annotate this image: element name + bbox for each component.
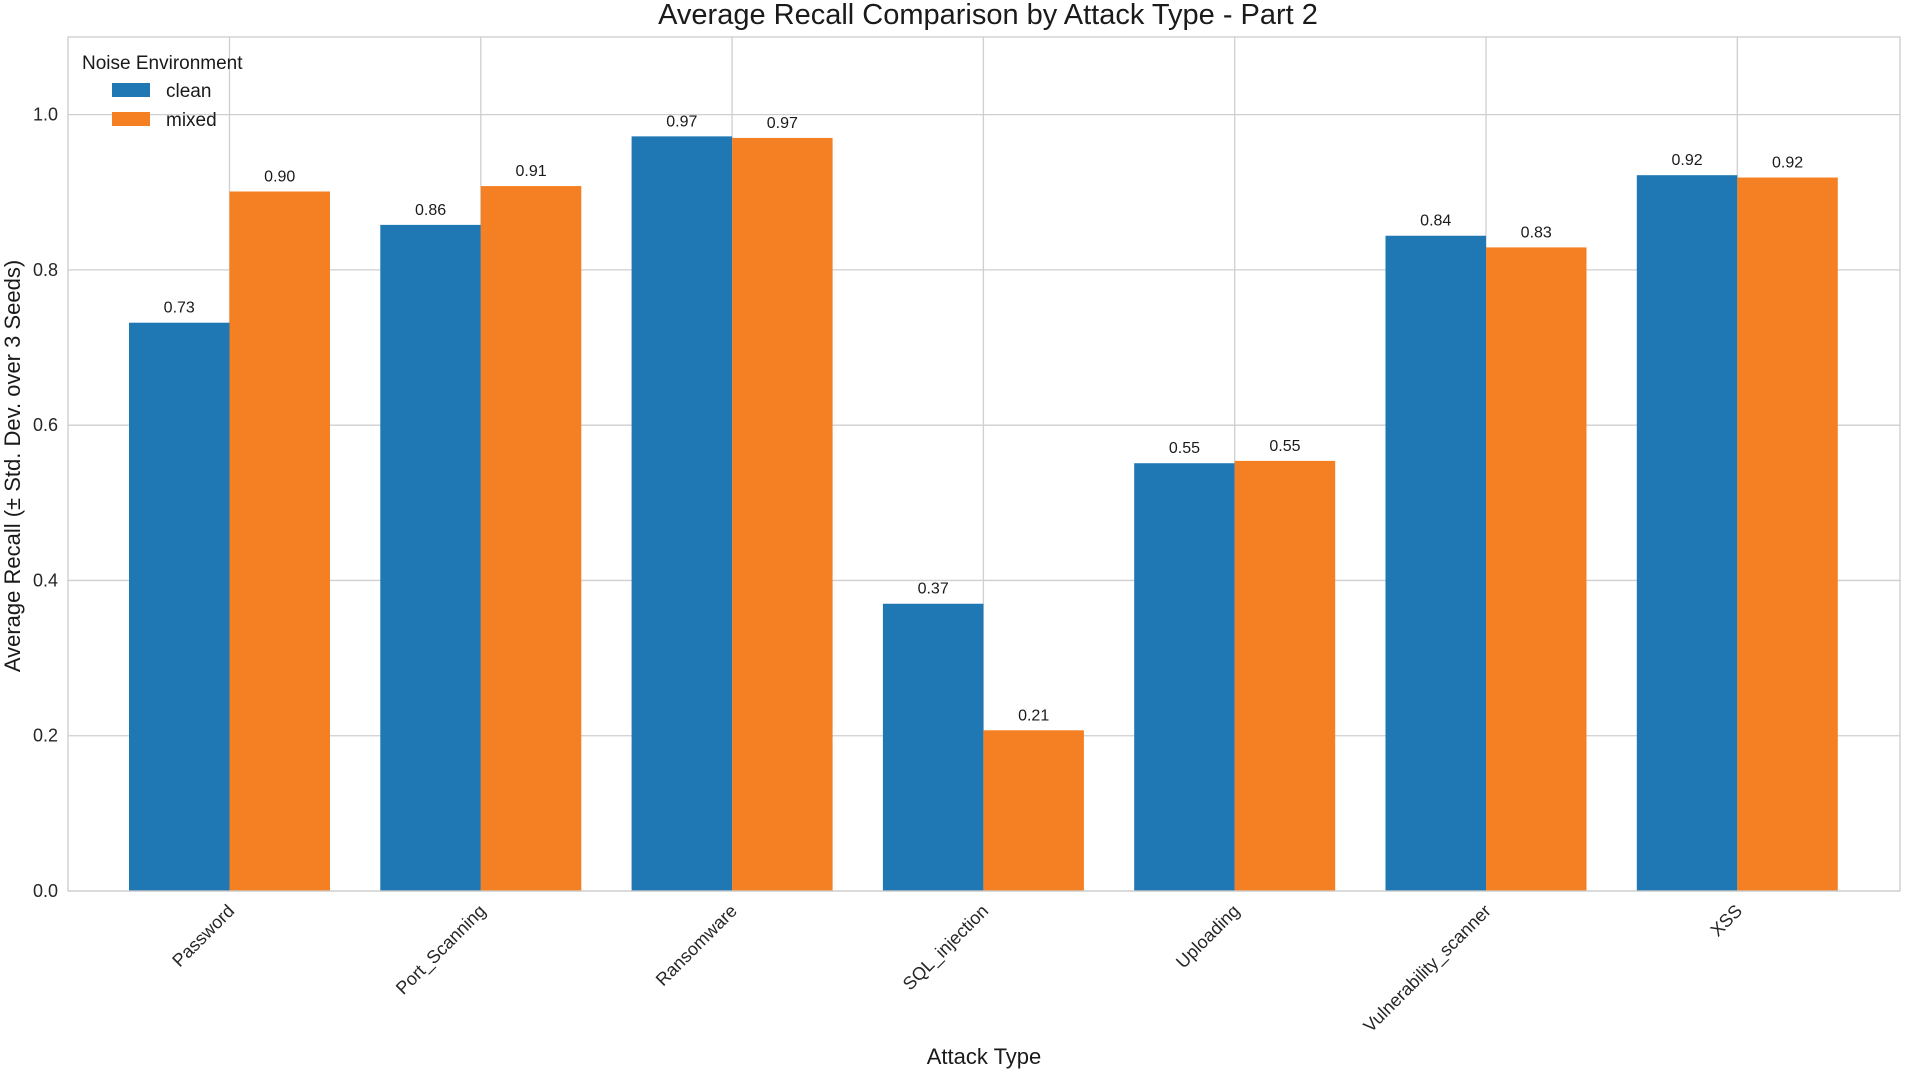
bar-value-label: 0.55	[1269, 438, 1300, 455]
y-tick-label: 0.8	[33, 260, 58, 280]
y-tick-label: 0.0	[33, 881, 58, 901]
bars	[129, 136, 1838, 892]
legend-swatch-clean	[112, 83, 150, 97]
y-tick-label: 1.0	[33, 105, 58, 125]
bar-value-label: 0.84	[1420, 213, 1451, 230]
x-tick-label: SQL_injection	[899, 901, 993, 995]
x-tick-label: XSS	[1707, 901, 1747, 941]
bar-clean-sql_injection	[882, 603, 984, 891]
bar-mixed-vulnerability_scanner	[1486, 247, 1587, 892]
legend-label-mixed: mixed	[166, 110, 217, 131]
x-axis-title: Attack Type	[927, 1044, 1042, 1069]
x-axis-ticks: Password Port_Scanning Ransomware SQL_injec…	[168, 901, 1746, 1037]
legend-swatch-mixed	[112, 112, 150, 126]
plot-frame	[67, 36, 1901, 892]
y-tick-label: 0.6	[33, 415, 58, 435]
bar-clean-port_scanning	[380, 224, 481, 891]
plot-border	[67, 36, 1901, 892]
bar-clean-password	[129, 322, 230, 892]
bar-value-label: 0.83	[1521, 224, 1552, 241]
bar-value-label: 0.86	[415, 202, 446, 219]
bar-value-label: 0.73	[164, 300, 195, 317]
bar-clean-vulnerability_scanner	[1385, 235, 1486, 891]
bar-value-label: 0.97	[666, 113, 697, 130]
legend-title: Noise Environment	[82, 53, 243, 74]
bar-value-label: 0.92	[1671, 152, 1702, 169]
bar-clean-ransomware	[631, 136, 733, 892]
bar-clean-uploading	[1134, 463, 1235, 891]
bar-clean-xss	[1636, 175, 1738, 891]
y-tick-label: 0.4	[33, 570, 58, 590]
x-tick-label: Vulnerability_scanner	[1359, 901, 1495, 1037]
x-tick-label: Uploading	[1172, 901, 1243, 972]
bar-mixed-xss	[1737, 177, 1838, 891]
legend: Noise Environment clean mixed	[82, 53, 243, 131]
bar-mixed-uploading	[1234, 460, 1336, 891]
y-axis-ticks: 0.0 0.2 0.4 0.6 0.8 1.0	[33, 105, 58, 901]
bar-value-label: 0.92	[1772, 155, 1803, 172]
x-tick-label: Port_Scanning	[392, 901, 490, 999]
bar-value-label: 0.97	[767, 115, 798, 132]
bar-value-label: 0.37	[918, 581, 949, 598]
bar-mixed-sql_injection	[983, 730, 1084, 891]
bar-mixed-password	[229, 191, 330, 892]
bar-value-label: 0.90	[264, 168, 295, 185]
bar-value-label: 0.55	[1169, 440, 1200, 457]
bar-mixed-port_scanning	[480, 186, 582, 891]
bar-value-labels: 0.73 0.86 0.97 0.37 0.55 0.84 0.92 0.90 0.91 0.97…	[164, 113, 1804, 724]
y-tick-label: 0.2	[33, 726, 58, 746]
chart-title: Average Recall Comparison by Attack Type…	[658, 0, 1318, 31]
legend-label-clean: clean	[166, 81, 211, 102]
bar-mixed-ransomware	[732, 137, 833, 892]
x-tick-label: Password	[168, 901, 238, 971]
y-axis-title: Average Recall (± Std. Dev. over 3 Seeds…	[0, 260, 25, 672]
bar-value-label: 0.21	[1018, 707, 1049, 724]
bar-value-label: 0.91	[515, 163, 546, 180]
x-tick-label: Ransomware	[652, 901, 741, 990]
